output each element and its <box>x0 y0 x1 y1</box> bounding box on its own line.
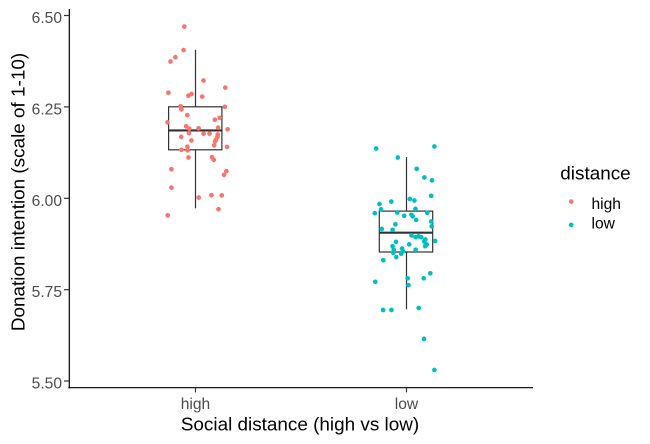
svg-text:6.00: 6.00 <box>32 193 63 210</box>
svg-text:high: high <box>181 396 210 413</box>
svg-text:low: low <box>592 216 616 233</box>
svg-text:low: low <box>395 396 419 413</box>
svg-text:Social distance (high vs low): Social distance (high vs low) <box>181 415 419 436</box>
svg-text:5.75: 5.75 <box>32 284 63 301</box>
svg-text:high: high <box>592 196 621 213</box>
svg-text:6.50: 6.50 <box>32 10 63 27</box>
svg-text:5.50: 5.50 <box>32 376 63 393</box>
svg-text:Donation intention (scale of 1: Donation intention (scale of 1-10) <box>9 53 30 331</box>
svg-text:distance: distance <box>560 164 630 185</box>
svg-text:6.25: 6.25 <box>32 101 63 118</box>
